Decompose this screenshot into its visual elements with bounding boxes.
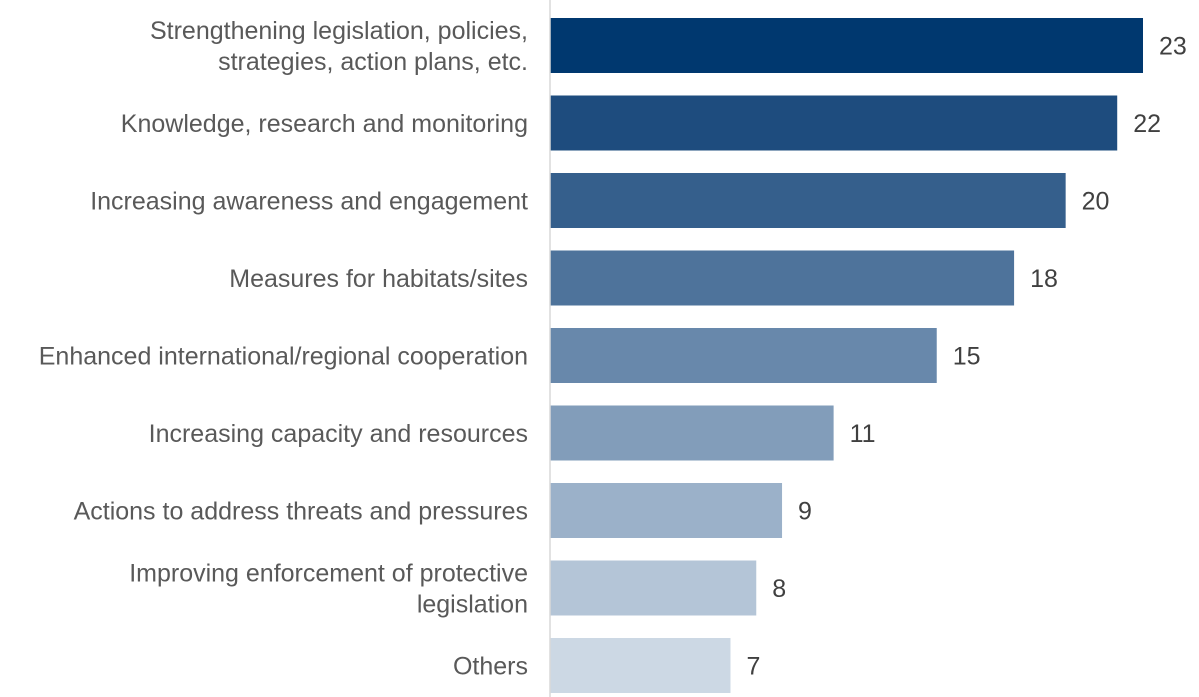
bar-3 <box>550 173 1066 228</box>
category-label-line: Actions to address threats and pressures <box>74 498 528 526</box>
category-label-line: Others <box>453 653 528 681</box>
category-label-line: Measures for habitats/sites <box>229 265 528 293</box>
category-label-line: Increasing capacity and resources <box>149 420 528 448</box>
bar-8 <box>550 560 757 616</box>
value-label-5: 15 <box>953 343 981 371</box>
category-label-line: Improving enforcement of protective <box>129 560 528 588</box>
value-label-7: 9 <box>798 498 812 526</box>
category-labels: Strengthening legislation, policies, stra… <box>39 17 528 681</box>
category-label-line: Increasing awareness and engagement <box>90 188 528 216</box>
bar-7 <box>550 483 783 538</box>
category-label-line: Strengthening legislation, policies, <box>150 17 528 45</box>
bars-layer <box>550 18 1143 693</box>
category-label-9: Others <box>453 653 528 681</box>
value-label-8: 8 <box>772 575 786 603</box>
value-label-1: 23 <box>1159 33 1187 61</box>
category-label-5: Enhanced international/regional cooperat… <box>39 343 528 371</box>
value-label-6: 11 <box>850 420 876 448</box>
bar-1 <box>550 18 1143 73</box>
category-label-1: Strengthening legislation, policies, stra… <box>150 17 528 76</box>
category-label-8: Improving enforcement of protective legis… <box>129 560 528 619</box>
value-label-3: 20 <box>1082 188 1110 216</box>
category-label-7: Actions to address threats and pressures <box>74 498 528 526</box>
bar-6 <box>550 405 834 461</box>
category-label-4: Measures for habitats/sites <box>229 265 528 293</box>
value-label-9: 7 <box>746 653 760 681</box>
bar-5 <box>550 328 937 383</box>
category-label-3: Increasing awareness and engagement <box>90 188 528 216</box>
value-label-2: 22 <box>1133 110 1161 138</box>
category-label-line: strategies, action plans, etc. <box>218 48 528 76</box>
category-label-6: Increasing capacity and resources <box>149 420 528 448</box>
category-label-line: Knowledge, research and monitoring <box>121 110 528 138</box>
bar-2 <box>550 95 1118 151</box>
bar-9 <box>550 638 731 693</box>
category-label-line: Enhanced international/regional cooperat… <box>39 343 528 371</box>
category-label-line: legislation <box>417 591 528 619</box>
category-label-2: Knowledge, research and monitoring <box>121 110 528 138</box>
bar-4 <box>550 250 1015 306</box>
value-label-4: 18 <box>1030 265 1058 293</box>
value-labels: 23 22 20 18 15 11 9 8 7 <box>746 33 1186 681</box>
